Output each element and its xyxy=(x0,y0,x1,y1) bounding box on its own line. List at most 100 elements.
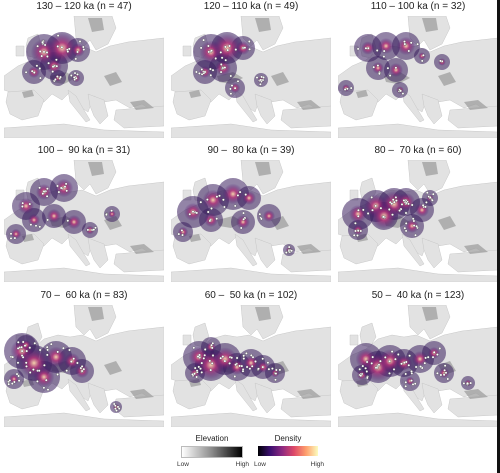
density-hotspot xyxy=(405,219,419,233)
site-point xyxy=(221,355,225,358)
site-point xyxy=(46,348,49,352)
site-point xyxy=(180,229,184,232)
site-point xyxy=(80,369,84,373)
land-area xyxy=(421,382,443,414)
site-point xyxy=(394,357,397,361)
site-point xyxy=(219,63,223,66)
density-hotspot xyxy=(177,226,189,238)
site-point xyxy=(271,367,274,370)
density-hotspot xyxy=(342,84,350,92)
mountain-relief xyxy=(297,389,321,399)
site-point xyxy=(193,366,197,370)
site-point xyxy=(411,217,415,221)
site-point xyxy=(211,354,215,357)
site-point xyxy=(375,49,379,52)
land-area xyxy=(338,123,498,138)
map-svg xyxy=(4,160,164,282)
site-point xyxy=(257,367,260,371)
land-area xyxy=(447,105,498,129)
site-point xyxy=(366,46,370,50)
density-high-label: High xyxy=(310,461,324,468)
density-hotspot xyxy=(396,36,416,56)
site-point xyxy=(394,66,398,70)
site-point xyxy=(56,373,59,376)
density-low-label: Low xyxy=(254,461,266,468)
site-point xyxy=(69,360,73,363)
site-point xyxy=(254,360,257,363)
site-point xyxy=(266,361,270,365)
site-point xyxy=(209,73,213,77)
map-panel: 50 – 40 ka (n = 123) xyxy=(338,289,498,429)
land-area xyxy=(234,378,258,412)
site-point xyxy=(29,223,33,227)
site-point xyxy=(76,361,79,365)
site-point xyxy=(400,203,404,206)
site-point xyxy=(425,191,429,195)
site-point xyxy=(210,207,213,210)
site-point xyxy=(390,350,394,353)
density-color-bar xyxy=(258,446,318,456)
site-point xyxy=(42,190,46,193)
site-point xyxy=(28,202,32,206)
site-point xyxy=(267,367,271,371)
map-svg xyxy=(171,160,331,282)
panel-title: 100 – 90 ka (n = 31) xyxy=(37,145,131,156)
site-point xyxy=(44,378,48,382)
site-point xyxy=(9,237,13,240)
panel-title: 70 – 60 ka (n = 83) xyxy=(40,290,128,301)
site-point xyxy=(206,210,210,214)
mountain-relief xyxy=(255,18,271,32)
site-point xyxy=(202,38,205,42)
site-point xyxy=(239,226,243,230)
site-point xyxy=(181,233,184,237)
site-point xyxy=(72,76,76,79)
site-point xyxy=(45,51,49,54)
site-point xyxy=(198,72,201,75)
land-area xyxy=(280,105,331,129)
site-point xyxy=(365,376,369,380)
land-area xyxy=(339,89,379,121)
site-point xyxy=(34,224,38,228)
site-point xyxy=(238,364,241,368)
map-panel: 110 – 100 ka (n = 32) xyxy=(338,0,498,140)
site-point xyxy=(425,201,428,204)
land-area xyxy=(87,382,109,414)
site-point xyxy=(220,56,224,60)
land-area xyxy=(407,305,451,340)
site-point xyxy=(191,210,195,214)
site-point xyxy=(211,68,215,72)
site-point xyxy=(55,58,58,62)
map-svg xyxy=(4,305,164,427)
land-area xyxy=(234,233,258,267)
site-point xyxy=(248,47,251,51)
land-area xyxy=(4,267,164,282)
site-point xyxy=(46,218,49,222)
site-point xyxy=(349,86,353,90)
site-point xyxy=(20,345,23,349)
density-hotspot xyxy=(108,210,116,218)
site-point xyxy=(260,217,263,221)
site-point xyxy=(47,61,50,65)
site-point xyxy=(404,380,408,384)
site-point xyxy=(404,372,408,376)
site-point xyxy=(115,409,118,412)
panel-title: 80 – 70 ka (n = 60) xyxy=(374,145,462,156)
site-point xyxy=(419,365,422,368)
site-point xyxy=(407,363,411,367)
density-map xyxy=(171,16,331,138)
density-map xyxy=(4,160,164,282)
site-point xyxy=(414,233,417,237)
site-point xyxy=(230,84,234,87)
site-point xyxy=(56,45,60,48)
land-area xyxy=(172,378,212,410)
land-area xyxy=(338,267,498,282)
site-point xyxy=(401,92,405,95)
site-point xyxy=(436,353,439,356)
site-point xyxy=(361,364,365,368)
panel-title: 120 – 110 ka (n = 49) xyxy=(203,1,299,12)
site-point xyxy=(30,69,34,73)
site-point xyxy=(378,72,381,76)
site-point xyxy=(374,366,378,370)
site-point xyxy=(403,361,406,365)
site-point xyxy=(223,205,226,209)
